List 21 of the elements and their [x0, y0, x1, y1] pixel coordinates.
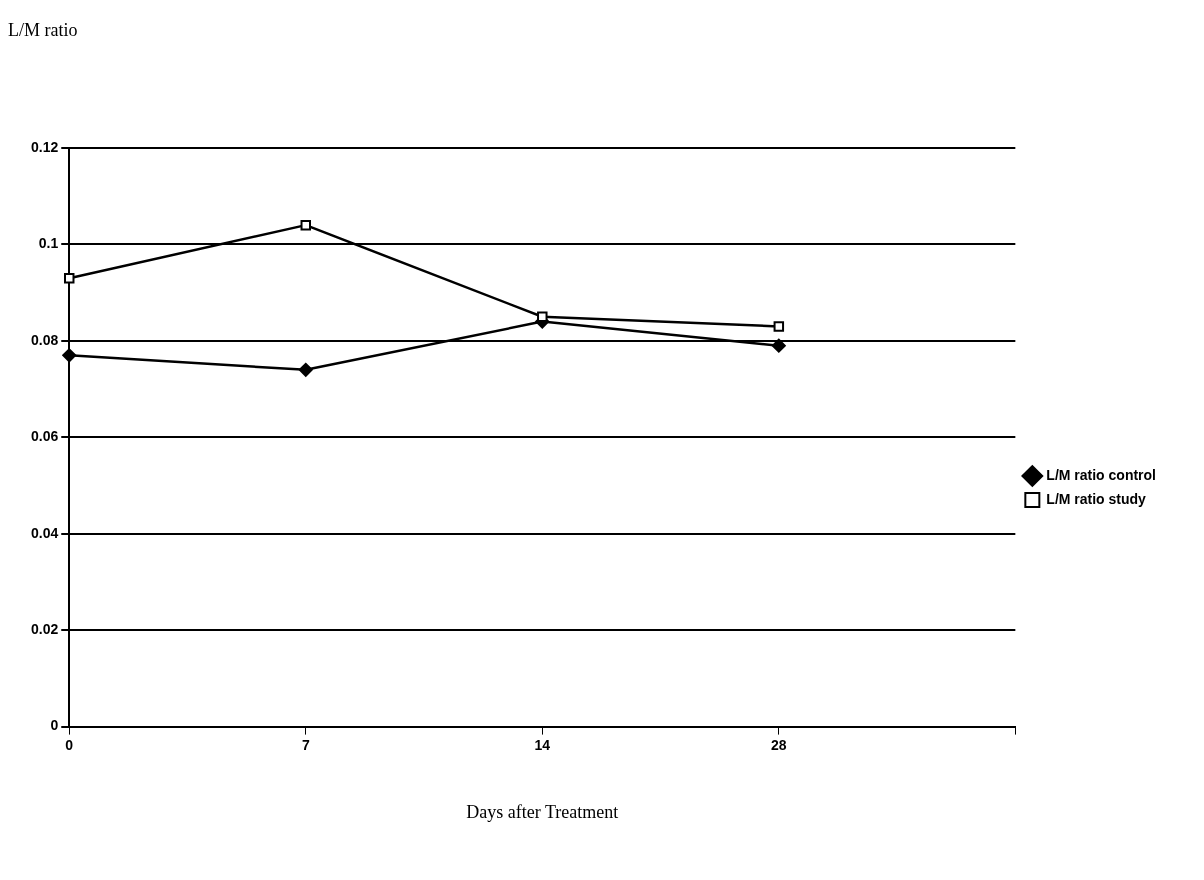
point: [773, 321, 785, 332]
text: L/M ratio: [8, 20, 78, 41]
y-tick-label: 0.04: [31, 524, 59, 541]
y-tick-label: 0.1: [38, 235, 59, 252]
y-tick-label: 0.12: [31, 138, 59, 155]
y-tick-label: 0.08: [31, 331, 59, 348]
point: [62, 348, 77, 363]
point: [771, 338, 786, 353]
point: [300, 219, 312, 231]
x-tick-label: 14: [534, 736, 551, 753]
point: [64, 272, 75, 284]
y-tick-label: 0: [50, 717, 59, 734]
x-tick-label: 7: [301, 736, 310, 753]
x-axis-title: Days after Treatment: [466, 801, 619, 822]
point: [298, 362, 313, 377]
legend-label: L/M ratio control: [1046, 466, 1157, 483]
y-tick-label: 0.06: [31, 428, 59, 445]
x-tick-label: 0: [65, 736, 74, 753]
x-tick-label: 28: [771, 736, 787, 753]
y-tick-label: 0.02: [31, 621, 59, 638]
legend-label: L/M ratio study: [1046, 490, 1147, 507]
